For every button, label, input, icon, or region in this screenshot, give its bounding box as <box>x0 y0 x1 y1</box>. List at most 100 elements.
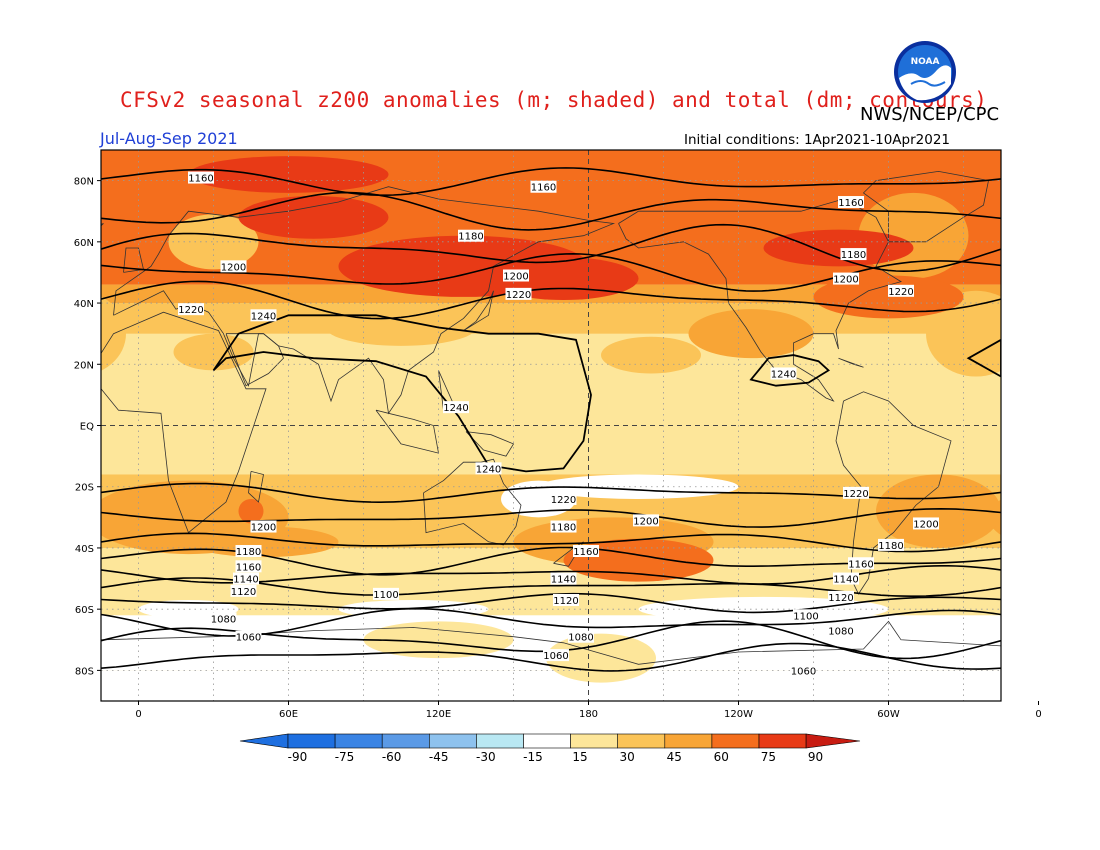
contour-label: 1180 <box>551 523 576 534</box>
continent-outline <box>375 409 440 454</box>
contour-label-bg <box>550 572 577 585</box>
colorbar-tick-label: 30 <box>619 750 634 764</box>
contour-label: 1100 <box>373 590 398 601</box>
shade-blob <box>688 309 814 359</box>
contour-label: 1080 <box>828 627 853 638</box>
contour-label: 1240 <box>443 403 468 414</box>
colorbar-box <box>428 733 477 749</box>
colorbar-arrow-low <box>239 733 289 749</box>
contour-label-bg <box>210 612 237 625</box>
contour-label: 1200 <box>221 262 246 273</box>
contour-label-bg <box>443 401 469 414</box>
continent-outline <box>248 471 264 503</box>
shade-blob <box>168 214 259 270</box>
contour-label-bg <box>250 520 277 533</box>
contour-label: 1060 <box>236 633 261 644</box>
contour-label-bg <box>250 309 277 322</box>
colorbar-box <box>334 733 383 749</box>
contour-label: 1200 <box>251 523 276 534</box>
contour-label-bg <box>553 593 579 606</box>
contour-label: 1120 <box>553 596 578 607</box>
contour-label-bg <box>550 520 577 533</box>
colorbar-tick-label: 75 <box>761 750 776 764</box>
shade-blob <box>601 336 701 374</box>
shade-blob <box>173 333 254 371</box>
latitude-ticks: 80N 60N 40N 20N EQ 20S 40S 60S 80S <box>74 177 101 677</box>
contour-label-bg <box>530 180 557 193</box>
contour-label-bg <box>220 260 247 273</box>
contour-label-bg <box>828 590 854 603</box>
contour-label: 1220 <box>178 305 203 316</box>
contour-label-bg <box>235 560 262 573</box>
lat-tick-label: 60N <box>74 238 94 249</box>
contour-label-bg <box>793 609 819 622</box>
contour-line <box>101 592 1001 614</box>
contour-label-bg <box>833 272 859 285</box>
colorbar-box <box>711 733 760 749</box>
contour-line <box>101 532 1001 553</box>
shade-blob <box>501 480 576 518</box>
contour-line <box>101 280 1001 320</box>
colorbar-box <box>287 733 336 749</box>
colorbar-box <box>476 733 524 749</box>
lat-tick-label: 80N <box>74 177 94 188</box>
contour-label-bg <box>828 624 854 637</box>
contour-label: 1180 <box>458 232 483 243</box>
colorbar-box <box>381 733 430 749</box>
contour-label: 1220 <box>506 290 531 301</box>
contour-label: 1220 <box>888 287 913 298</box>
map-title: CFSv2 seasonal z200 anomalies (m; shaded… <box>120 88 988 112</box>
lat-tick-label: 60S <box>75 605 94 616</box>
contour-line-closed <box>749 354 830 387</box>
longitude-ticks: 0 60E 120E 180 120W 60W 0 <box>135 701 1042 720</box>
lat-tick-label: 80S <box>75 666 94 677</box>
colorbar-tick-label: -15 <box>523 750 543 764</box>
contour-label: 1160 <box>838 198 863 209</box>
contour-line-closed <box>212 314 592 473</box>
contour-label: 1200 <box>633 516 658 527</box>
forecast-period: Jul-Aug-Sep 2021 <box>100 129 238 148</box>
shade-blob <box>926 290 1001 377</box>
contour-label-bg <box>633 514 659 527</box>
contour-label: 1160 <box>848 559 873 570</box>
shade-blob <box>763 229 914 267</box>
shade-blob <box>188 156 389 193</box>
contour-label: 1240 <box>476 464 501 475</box>
contour-label-bg <box>568 630 594 643</box>
contour-label-bg <box>543 649 569 662</box>
contour-label: 1140 <box>233 575 258 586</box>
noaa-logo: NOAA <box>894 41 956 103</box>
contour-label-bg <box>230 584 257 597</box>
lat-tick-label: 20S <box>75 483 94 494</box>
contour-label-bg <box>848 557 874 570</box>
continent-outline <box>423 458 522 546</box>
contour-label-bg <box>505 287 532 300</box>
lon-tick-label: 180 <box>579 709 598 720</box>
colorbar-tick-label: -30 <box>476 750 496 764</box>
shade-blob <box>876 474 1001 548</box>
agency-label: NWS/NCEP/CPC <box>860 104 1000 125</box>
contour-label: 1200 <box>833 275 858 286</box>
shade-band <box>101 670 1001 701</box>
contour-label-bg <box>373 587 399 600</box>
contour-label: 1240 <box>771 369 796 380</box>
contour-label-bg <box>550 492 577 505</box>
colorbar-tick-labels: -90 -75 -60 -45 -30 -15 15 30 45 60 75 90 <box>288 750 824 764</box>
continent-outline <box>835 391 952 595</box>
contour-label: 1200 <box>503 272 528 283</box>
contour-label: 1220 <box>551 495 576 506</box>
contour-label: 1060 <box>791 666 816 677</box>
contour-line <box>101 223 1001 273</box>
contour-label-bg <box>790 664 817 677</box>
contour-label-bg <box>913 517 939 530</box>
colorbar-tick-label: -45 <box>429 750 449 764</box>
lon-tick-label: 0 <box>1035 709 1041 720</box>
shade-blob <box>238 195 389 239</box>
colorbar-arrow-high <box>805 733 861 749</box>
contour-label-bg <box>178 303 204 316</box>
colorbar-tick-label: -60 <box>382 750 402 764</box>
contour-label: 1180 <box>236 547 261 558</box>
contour-label-bg <box>458 229 484 242</box>
lon-tick-label: 60E <box>279 709 298 720</box>
